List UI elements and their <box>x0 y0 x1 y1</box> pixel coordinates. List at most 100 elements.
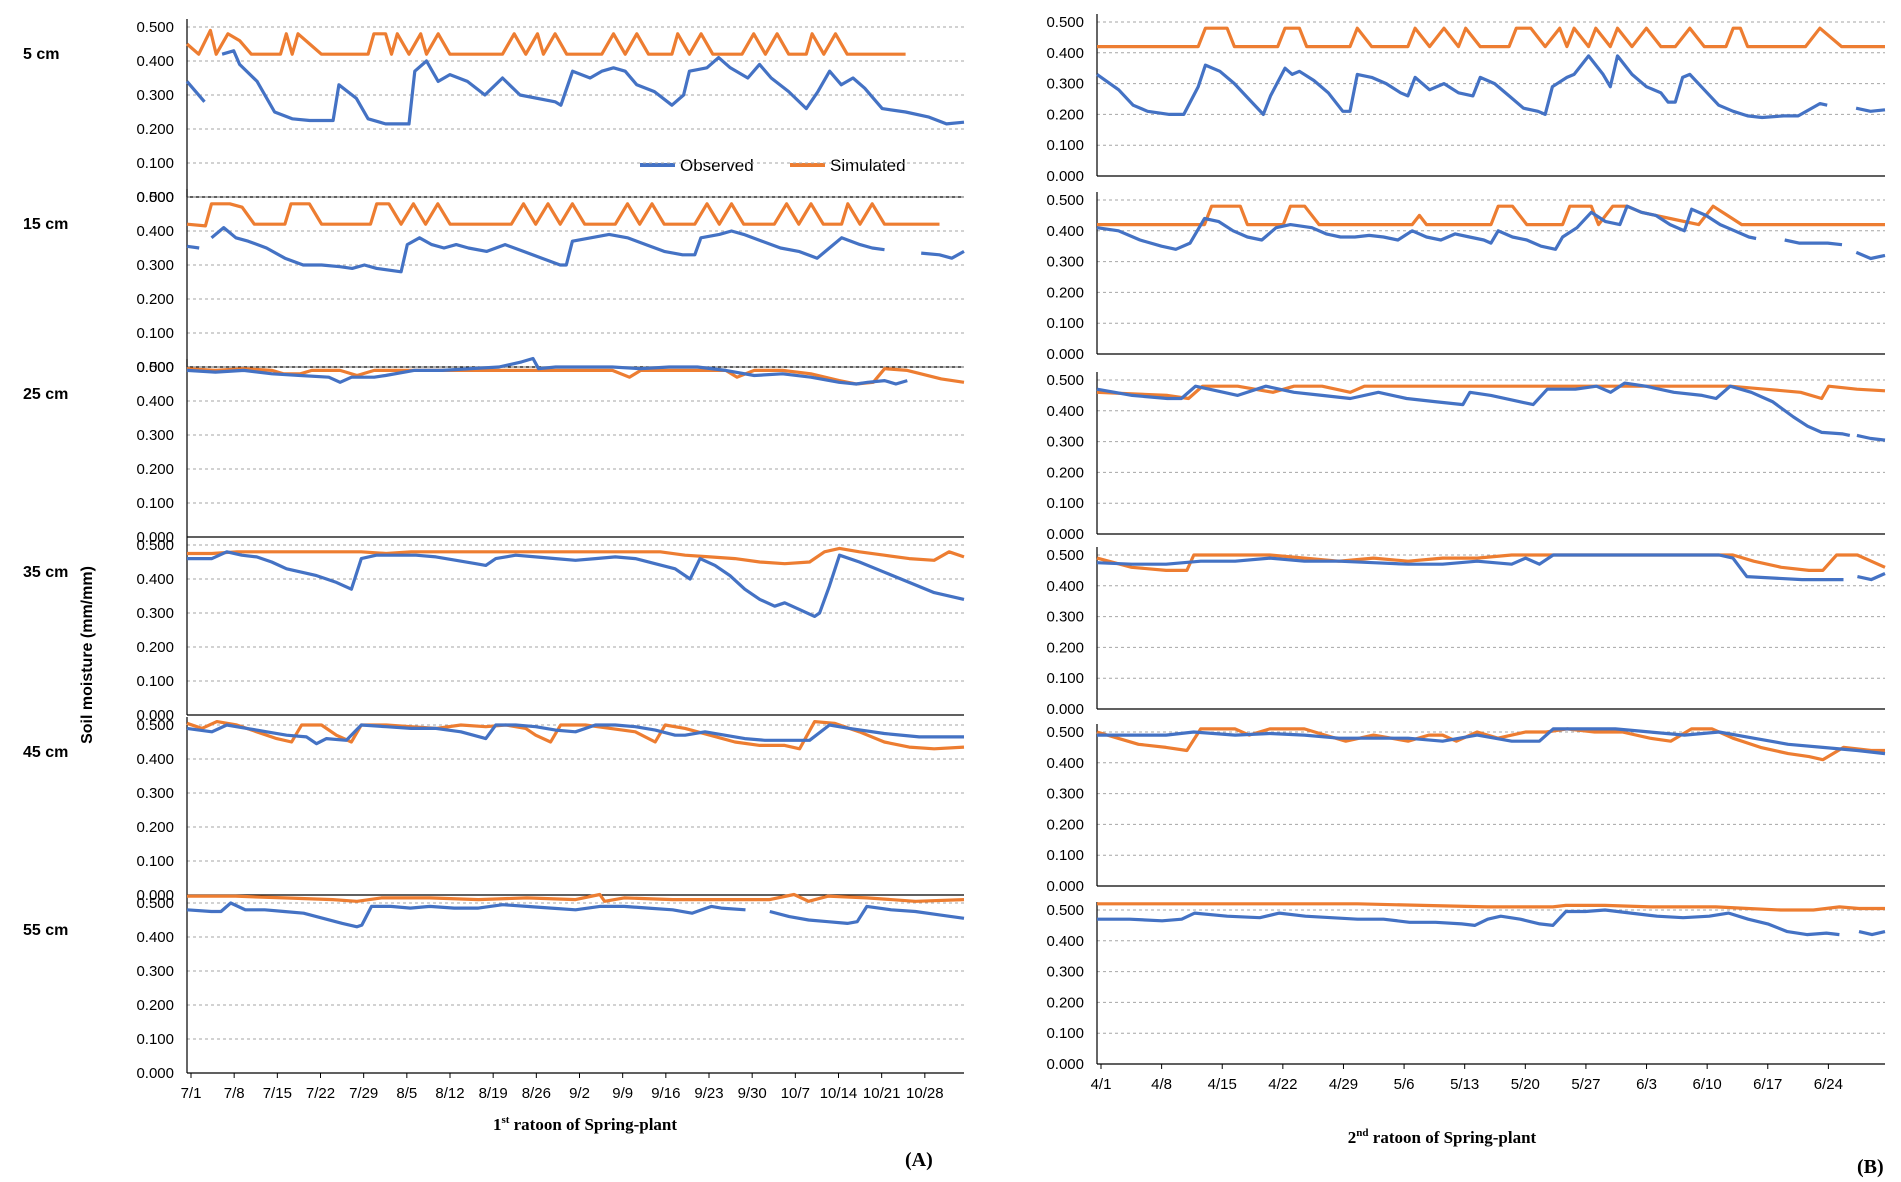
depth-label: 5 cm <box>23 46 59 63</box>
y-tick-label: 0.200 <box>1046 284 1084 301</box>
y-tick-label: 0.500 <box>136 717 174 734</box>
x-tick-label: 7/29 <box>349 1085 378 1102</box>
y-tick-label: 0.000 <box>136 529 174 546</box>
y-tick-label: 0.300 <box>136 87 174 104</box>
panel-a-depth-4: 0.000 0.100 0.200 0.300 0.400 0.500 45 cm <box>23 717 965 904</box>
y-tick-label: 0.300 <box>136 605 174 622</box>
x-tick-label: 9/30 <box>738 1085 767 1102</box>
panel-b-depth-3: 0.000 0.100 0.200 0.300 0.400 0.500 <box>1046 547 1886 718</box>
y-tick-label: 0.500 <box>1046 14 1084 31</box>
y-tick-label: 0.500 <box>1046 724 1084 741</box>
x-tick-label: 7/15 <box>263 1085 292 1102</box>
observed-series-line <box>1096 204 1757 251</box>
observed-series-line <box>1097 908 1840 937</box>
observed-series-line <box>1784 238 1843 247</box>
y-tick-label: 0.000 <box>1046 526 1084 543</box>
y-tick-label: 0.000 <box>1046 878 1084 895</box>
x-tick-label: 10/28 <box>906 1085 944 1102</box>
panel-tag-a: (A) <box>905 1149 933 1171</box>
observed-series-line <box>186 723 964 746</box>
y-tick-label: 0.300 <box>1046 76 1084 93</box>
x-tick-label: 4/29 <box>1329 1076 1358 1093</box>
observed-series-line <box>1855 250 1886 261</box>
y-tick-label: 0.100 <box>1046 137 1084 154</box>
y-tick-label: 0.400 <box>1046 578 1084 595</box>
y-tick-label: 0.200 <box>1046 639 1084 656</box>
panel-b-depth-0: 0.000 0.100 0.200 0.300 0.400 0.500 <box>1046 14 1886 185</box>
x-tick-label: 5/27 <box>1571 1076 1600 1093</box>
y-tick-label: 0.300 <box>1046 609 1084 626</box>
y-tick-label: 0.000 <box>136 1065 174 1082</box>
panel-a-depth-1: 0.000 0.100 0.200 0.300 0.400 0.500 15 cm <box>23 189 965 376</box>
y-tick-label: 0.500 <box>136 895 174 912</box>
x-tick-label: 10/14 <box>820 1085 858 1102</box>
y-tick-label: 0.300 <box>1046 254 1084 271</box>
y-tick-label: 0.500 <box>136 19 174 36</box>
y-tick-label: 0.200 <box>1046 816 1084 833</box>
x-tick-label: 5/20 <box>1511 1076 1540 1093</box>
x-tick-label: 4/22 <box>1268 1076 1297 1093</box>
x-tick-label: 7/22 <box>306 1085 335 1102</box>
y-tick-label: 0.400 <box>136 751 174 768</box>
panel-a-depth-3: 0.000 0.100 0.200 0.300 0.400 0.500 35 cm <box>23 537 965 724</box>
panel-a-depth-5: 0.000 0.100 0.200 0.300 0.400 0.500 55 cm 7/1 7/… <box>23 892 965 1102</box>
y-tick-label: 0.300 <box>136 427 174 444</box>
observed-series-line <box>1097 727 1886 756</box>
y-tick-label: 0.400 <box>136 393 174 410</box>
observed-series-line <box>187 550 965 618</box>
y-tick-label: 0.400 <box>136 223 174 240</box>
panel-tag-b: (B) <box>1857 1156 1884 1178</box>
y-axis-label: Soil moisture (mm/mm) <box>79 566 96 744</box>
panel-b-x-label: 2nd ratoon of Spring-plant <box>1348 1127 1537 1147</box>
y-tick-label: 0.200 <box>136 291 174 308</box>
x-tick-label: 5/13 <box>1450 1076 1479 1093</box>
simulated-series-line <box>187 546 965 566</box>
y-tick-label: 0.100 <box>1046 495 1084 512</box>
y-tick-label: 0.000 <box>1046 168 1084 185</box>
y-tick-label: 0.400 <box>1046 933 1084 950</box>
y-tick-label: 0.100 <box>136 1031 174 1048</box>
y-tick-label: 0.400 <box>1046 755 1084 772</box>
y-tick-label: 0.100 <box>136 673 174 690</box>
x-tick-label: 8/19 <box>479 1085 508 1102</box>
y-tick-label: 0.000 <box>1046 701 1084 718</box>
legend: Observed Simulated <box>640 156 906 175</box>
x-tick-label: 4/1 <box>1091 1076 1112 1093</box>
panel-a-depth-2: 0.000 0.100 0.200 0.300 0.400 0.500 25 cm <box>23 356 965 546</box>
y-tick-label: 0.100 <box>136 155 174 172</box>
y-tick-label: 0.500 <box>1046 902 1084 919</box>
simulated-series-line <box>1097 204 1885 227</box>
x-tick-label: 8/26 <box>522 1085 551 1102</box>
x-tick-label: 6/24 <box>1814 1076 1843 1093</box>
y-tick-label: 0.100 <box>1046 847 1084 864</box>
x-tick-label: 5/6 <box>1394 1076 1415 1093</box>
x-tick-label: 7/8 <box>224 1085 245 1102</box>
observed-series-line <box>210 226 885 274</box>
observed-series-line <box>1096 553 1844 582</box>
y-tick-label: 0.100 <box>136 495 174 512</box>
simulated-series-line <box>1096 553 1886 572</box>
legend-simulated-label: Simulated <box>830 156 906 175</box>
x-tick-label: 9/2 <box>569 1085 590 1102</box>
y-tick-label: 0.500 <box>1046 372 1084 389</box>
y-tick-label: 0.500 <box>136 359 174 376</box>
y-tick-label: 0.200 <box>136 639 174 656</box>
x-tick-label: 8/12 <box>435 1085 464 1102</box>
y-tick-label: 0.000 <box>136 359 174 376</box>
observed-series-line <box>921 250 965 260</box>
y-tick-label: 0.300 <box>136 257 174 274</box>
y-tick-label: 0.300 <box>1046 964 1084 981</box>
panel-b-depth-4: 0.000 0.100 0.200 0.300 0.400 0.500 <box>1046 724 1886 895</box>
observed-series-line <box>186 244 200 250</box>
x-tick-label: 10/21 <box>863 1085 901 1102</box>
depth-label: 25 cm <box>23 386 68 403</box>
y-tick-label: 0.200 <box>1046 994 1084 1011</box>
y-tick-label: 0.400 <box>1046 403 1084 420</box>
simulated-series-line <box>1097 902 1885 912</box>
panel-b: 0.000 0.100 0.200 0.300 0.400 0.500 0.000 0.100… <box>1046 14 1886 1093</box>
x-tick-label: 9/9 <box>612 1085 633 1102</box>
y-tick-label: 0.200 <box>136 819 174 836</box>
observed-series-line <box>1856 433 1886 442</box>
depth-label: 55 cm <box>23 922 68 939</box>
